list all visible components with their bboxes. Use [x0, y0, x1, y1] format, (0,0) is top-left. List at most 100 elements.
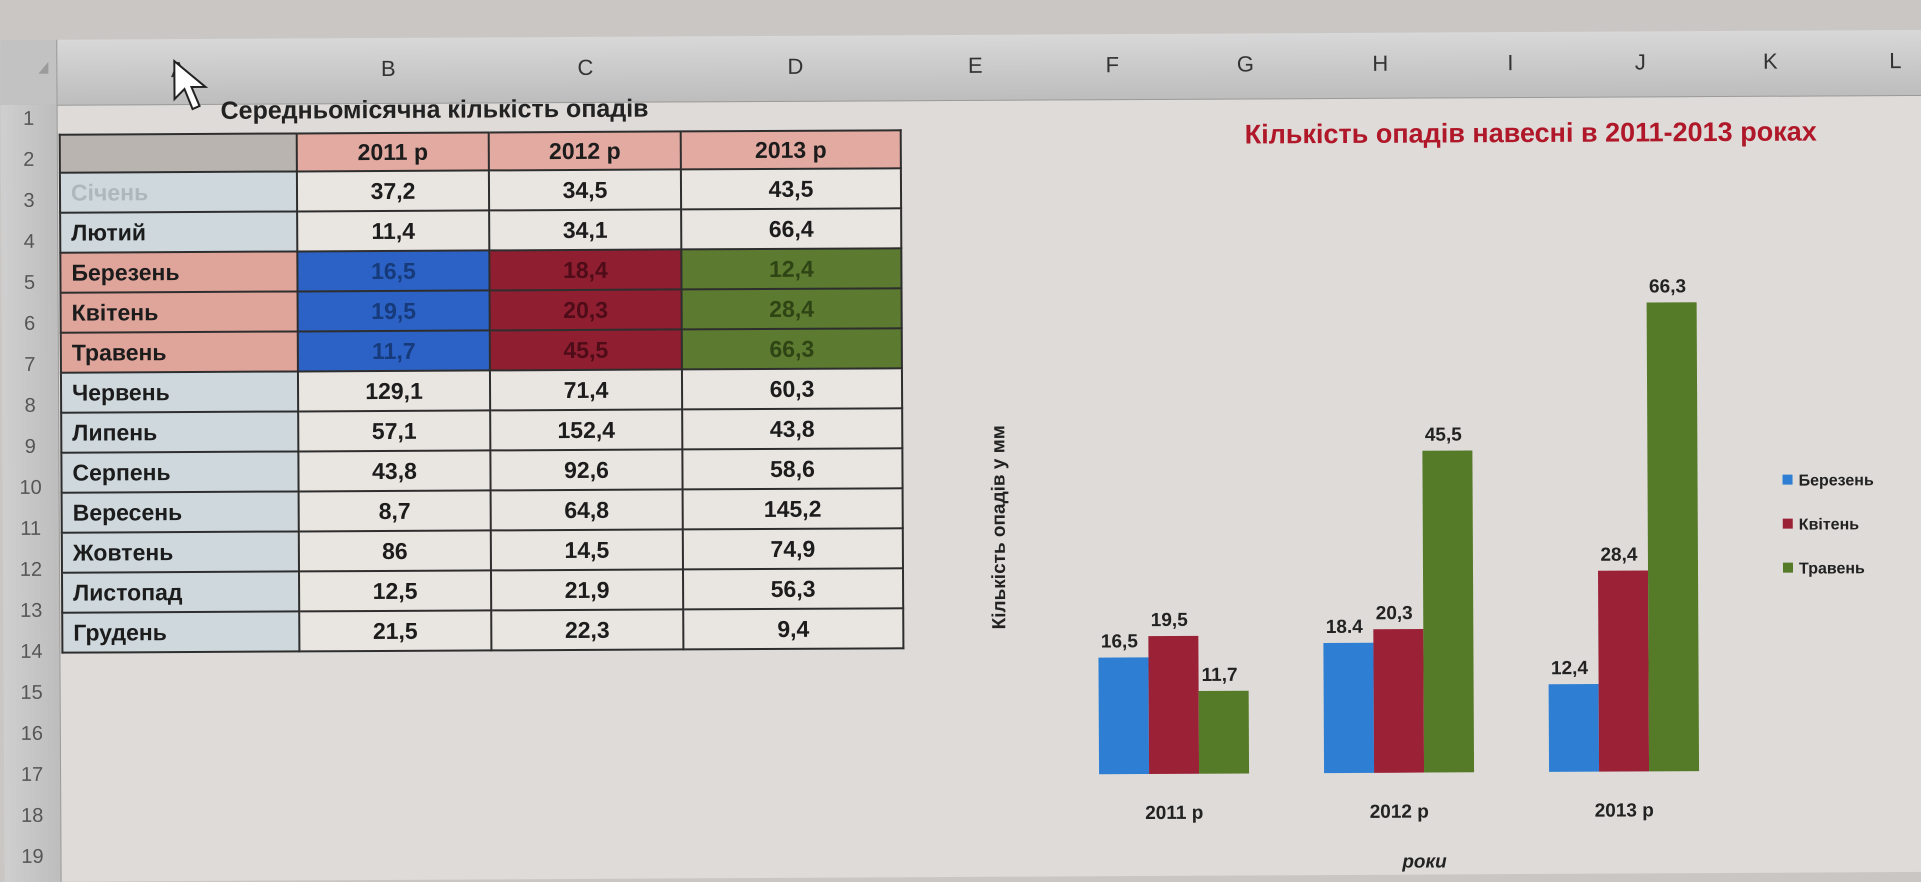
legend-label: Березень — [1798, 472, 1873, 489]
value-cell[interactable]: 22,3 — [491, 609, 684, 651]
value-cell[interactable]: 145,2 — [682, 488, 903, 530]
value-cell[interactable]: 14,5 — [490, 529, 683, 571]
value-cell[interactable]: 45,5 — [489, 329, 682, 371]
value-cell[interactable]: 43,8 — [298, 450, 491, 492]
value-cell[interactable]: 11,4 — [297, 210, 490, 252]
value-cell[interactable]: 20,3 — [489, 289, 682, 331]
row-header-5[interactable]: 5 — [23, 271, 36, 294]
row-header-2[interactable]: 2 — [23, 148, 35, 171]
value-cell[interactable]: 12,4 — [681, 248, 902, 290]
row-header-19[interactable]: 19 — [21, 845, 44, 868]
value-cell[interactable]: 92,6 — [490, 449, 683, 491]
select-all-icon — [38, 61, 49, 74]
header-cell-3[interactable]: 2013 р — [680, 130, 901, 170]
row-header-9[interactable]: 9 — [24, 435, 36, 458]
month-cell[interactable]: Вересень — [61, 491, 299, 533]
value-cell[interactable]: 34,1 — [489, 209, 682, 251]
month-cell[interactable]: Липень — [61, 411, 299, 453]
row-header-16[interactable]: 16 — [20, 722, 44, 745]
column-header-h[interactable]: H — [1372, 50, 1389, 76]
row-header-15[interactable]: 15 — [20, 681, 43, 704]
value-cell[interactable]: 56,3 — [682, 568, 904, 610]
value-cell[interactable]: 18,4 — [489, 249, 682, 291]
value-cell[interactable]: 21,9 — [490, 569, 684, 611]
value-cell[interactable]: 60,3 — [681, 368, 903, 410]
month-cell[interactable]: Травень — [60, 331, 298, 373]
value-cell[interactable]: 152,4 — [490, 409, 683, 451]
month-cell[interactable]: Квітень — [60, 291, 298, 333]
bar-березень — [1548, 683, 1600, 772]
month-cell[interactable]: Січень — [59, 171, 298, 213]
column-header-i[interactable]: I — [1507, 50, 1514, 76]
value-cell[interactable]: 58,6 — [682, 448, 903, 490]
row-header-13[interactable]: 13 — [20, 599, 43, 622]
value-cell[interactable]: 66,3 — [681, 328, 902, 370]
value-cell[interactable]: 21,5 — [299, 610, 492, 652]
legend-swatch — [1782, 562, 1794, 573]
value-cell[interactable]: 64,8 — [490, 489, 683, 531]
bar-квітень — [1148, 635, 1200, 774]
row-header-18[interactable]: 18 — [21, 804, 44, 827]
value-cell[interactable]: 57,1 — [298, 410, 491, 452]
x-tick-label: 2013 р — [1595, 800, 1654, 821]
value-cell[interactable]: 16,5 — [297, 250, 490, 292]
row-header-12[interactable]: 12 — [19, 558, 43, 581]
value-cell[interactable]: 12,5 — [298, 570, 492, 612]
column-header-k[interactable]: K — [1762, 48, 1778, 74]
header-cell-empty[interactable] — [59, 133, 297, 173]
value-cell[interactable]: 43,8 — [682, 408, 903, 450]
header-cell-2[interactable]: 2012 р — [488, 131, 681, 171]
value-cell[interactable]: 86 — [298, 530, 491, 572]
table-row: Жовтень 86 14,5 74,9 — [61, 528, 903, 573]
column-header-b[interactable]: B — [380, 55, 396, 82]
table-row: Серпень 43,8 92,6 58,6 — [61, 448, 903, 493]
month-cell[interactable]: Березень — [60, 251, 298, 293]
row-header-14[interactable]: 14 — [20, 640, 43, 663]
legend-swatch — [1782, 474, 1793, 485]
row-header-3[interactable]: 3 — [23, 189, 35, 212]
bar-квітень — [1598, 570, 1650, 772]
row-header-7[interactable]: 7 — [24, 353, 36, 376]
value-cell[interactable]: 43,5 — [680, 168, 902, 210]
value-cell[interactable]: 37,2 — [296, 170, 490, 212]
row-header-11[interactable]: 11 — [20, 517, 42, 540]
column-header-c[interactable]: C — [577, 54, 594, 80]
column-header-g[interactable]: G — [1236, 51, 1254, 77]
month-cell[interactable]: Жовтень — [61, 531, 299, 573]
table-row: Червень 129,1 71,4 60,3 — [60, 368, 903, 413]
column-header-l[interactable]: L — [1889, 48, 1902, 74]
month-cell[interactable]: Лютий — [60, 211, 298, 253]
value-cell[interactable]: 9,4 — [683, 608, 904, 650]
precipitation-chart[interactable]: Кількість опадів навесні в 2011-2013 рок… — [941, 100, 1921, 875]
month-cell[interactable]: Грудень — [62, 611, 300, 653]
value-cell[interactable]: 66,4 — [681, 208, 902, 250]
value-cell[interactable]: 8,7 — [298, 490, 491, 532]
column-header-j[interactable]: J — [1634, 49, 1646, 75]
row-header-8[interactable]: 8 — [24, 394, 36, 417]
table-row: Травень 11,7 45,5 66,3 — [60, 328, 902, 373]
row-header-6[interactable]: 6 — [24, 312, 36, 335]
table-title[interactable]: Середньомісячна кількість опадів — [220, 94, 649, 125]
value-cell[interactable]: 19,5 — [297, 290, 490, 332]
mouse-cursor-icon — [173, 58, 209, 111]
row-header-10[interactable]: 10 — [19, 476, 42, 499]
month-cell[interactable]: Листопад — [61, 571, 300, 613]
value-cell[interactable]: 71,4 — [489, 369, 683, 411]
row-header-17[interactable]: 17 — [20, 763, 44, 786]
value-cell[interactable]: 28,4 — [681, 288, 902, 330]
month-cell[interactable]: Червень — [60, 371, 299, 413]
value-cell[interactable]: 11,7 — [297, 330, 490, 372]
value-cell[interactable]: 34,5 — [488, 169, 682, 211]
row-header-4[interactable]: 4 — [23, 230, 35, 253]
bar-травень — [1422, 450, 1475, 773]
column-header-e[interactable]: E — [967, 52, 983, 78]
select-all-corner[interactable] — [0, 39, 58, 105]
column-header-f[interactable]: F — [1105, 52, 1120, 78]
month-cell[interactable]: Серпень — [61, 451, 299, 493]
data-label: 45,5 — [1425, 425, 1463, 446]
row-header-1[interactable]: 1 — [23, 107, 35, 130]
column-header-d[interactable]: D — [787, 53, 804, 79]
value-cell[interactable]: 129,1 — [297, 370, 491, 412]
header-cell-1[interactable]: 2011 р — [296, 132, 489, 172]
value-cell[interactable]: 74,9 — [682, 528, 903, 570]
